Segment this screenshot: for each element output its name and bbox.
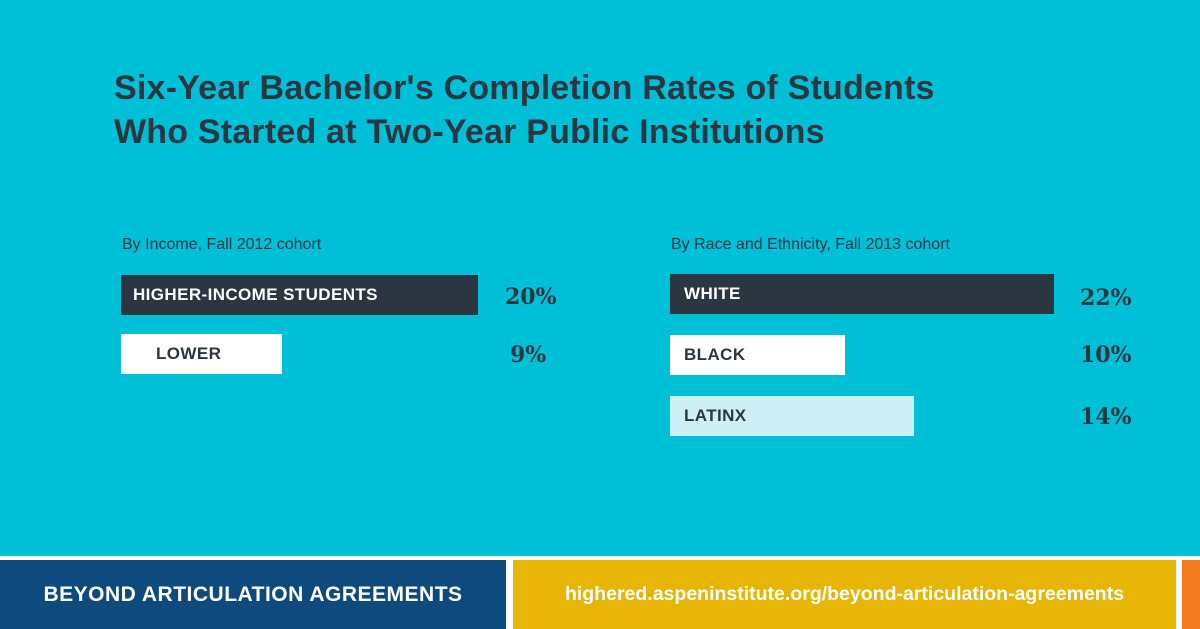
bar-label-higher-income: HIGHER-INCOME STUDENTS bbox=[133, 285, 378, 304]
footer-url-link[interactable]: highered.aspeninstitute.org/beyond-artic… bbox=[513, 560, 1176, 629]
footer-orange-stripe bbox=[1182, 560, 1200, 629]
bar-higher-income: HIGHER-INCOME STUDENTS bbox=[121, 275, 478, 315]
bar-latinx: LATINX bbox=[670, 396, 915, 436]
bar-label-white: WHITE bbox=[684, 284, 741, 303]
chart-title-line-2: Who Started at Two-Year Public Instituti… bbox=[114, 113, 825, 151]
bar-label-latinx: LATINX bbox=[684, 406, 747, 425]
footer: BEYOND ARTICULATION AGREEMENTS highered.… bbox=[0, 556, 1200, 629]
chart-title: Six-Year Bachelor's Completion Rates of … bbox=[114, 66, 1114, 154]
value-label-latinx: 14% bbox=[1080, 404, 1132, 430]
bar-lower-income: LOWER bbox=[121, 334, 282, 374]
income-subtitle: By Income, Fall 2012 cohort bbox=[122, 236, 322, 253]
bar-black: BLACK bbox=[670, 335, 845, 375]
value-label-higher-income: 20% bbox=[505, 284, 557, 310]
footer-report-title: BEYOND ARTICULATION AGREEMENTS bbox=[0, 560, 506, 629]
bar-label-lower-income: LOWER bbox=[156, 344, 222, 363]
value-label-lower-income: 9% bbox=[510, 342, 547, 368]
race-subtitle: By Race and Ethnicity, Fall 2013 cohort bbox=[671, 236, 950, 253]
chart-title-line-1: Six-Year Bachelor's Completion Rates of … bbox=[114, 69, 935, 107]
bar-label-black: BLACK bbox=[684, 345, 746, 364]
bar-white: WHITE bbox=[670, 274, 1054, 314]
value-label-black: 10% bbox=[1080, 342, 1132, 368]
value-label-white: 22% bbox=[1080, 285, 1132, 311]
